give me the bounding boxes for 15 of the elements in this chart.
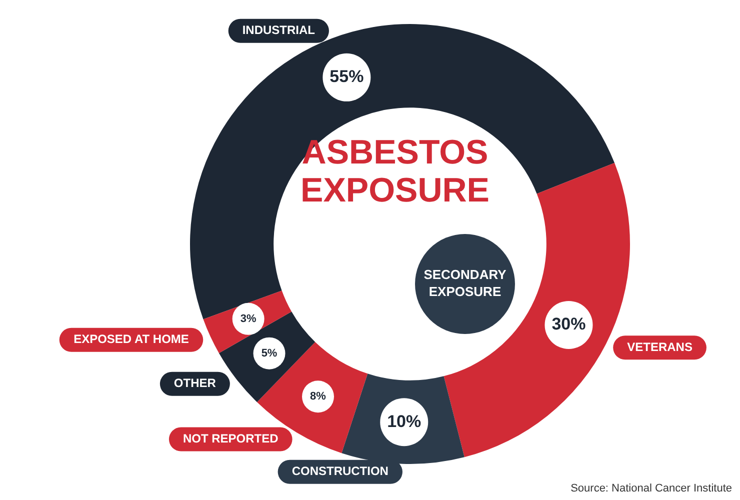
source-note: Source: National Cancer Institute bbox=[570, 482, 732, 495]
data-label: 3% bbox=[240, 312, 256, 325]
slice-label: CONSTRUCTION bbox=[292, 464, 388, 478]
data-label: 55% bbox=[330, 67, 364, 86]
slice-label: VETERANS bbox=[627, 340, 692, 354]
data-label: 8% bbox=[310, 390, 326, 403]
text: SECONDARY EXPOSURE bbox=[424, 267, 507, 300]
slice-label: EXPOSED AT HOME bbox=[74, 332, 189, 346]
slice-label: OTHER bbox=[174, 376, 216, 390]
data-label: 30% bbox=[552, 314, 586, 334]
slice-label: NOT REPORTED bbox=[182, 432, 279, 446]
slice-label: INDUSTRIAL bbox=[242, 23, 315, 38]
data-label: 10% bbox=[387, 412, 422, 431]
data-label: 5% bbox=[261, 347, 278, 360]
text: ASBESTOS EXPOSURE bbox=[300, 133, 490, 210]
